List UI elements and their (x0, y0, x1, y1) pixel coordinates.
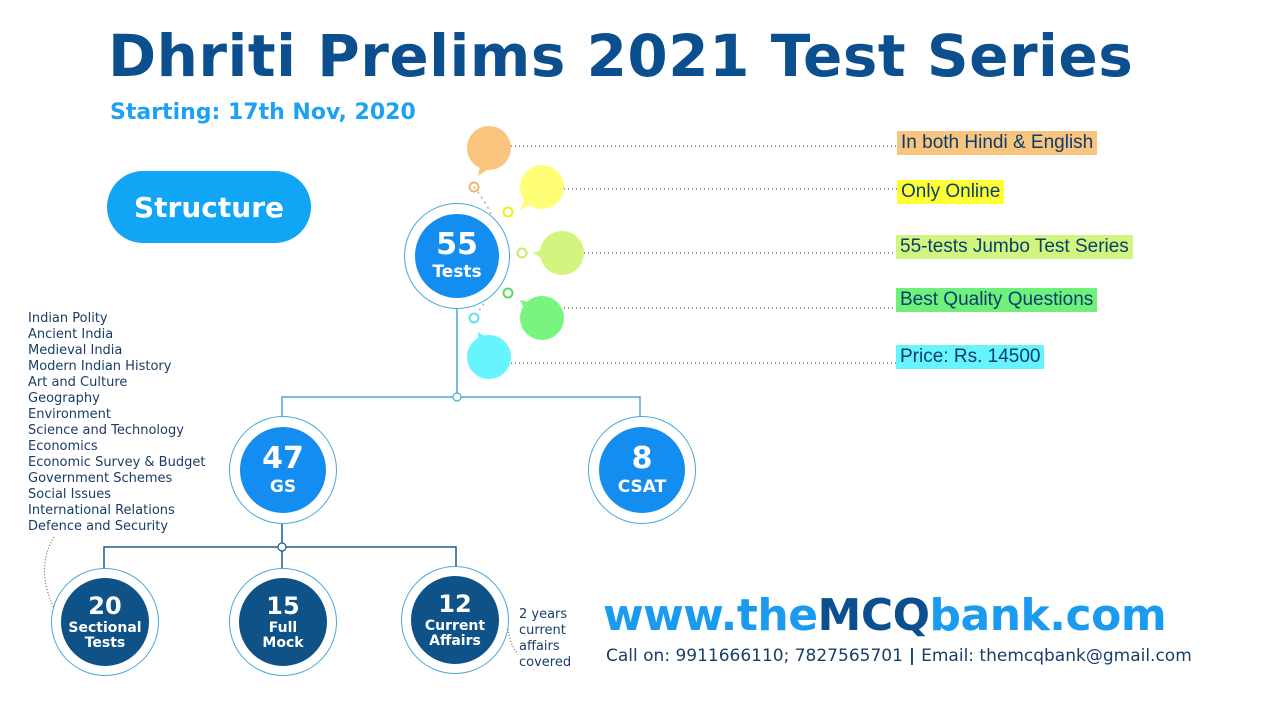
sectional-node: 20 Sectional Tests (61, 578, 149, 666)
current-affairs-count: 12 (438, 589, 472, 618)
csat-node-ring: 8 CSAT (588, 416, 696, 524)
subject-item: Economics (28, 439, 98, 454)
note-line: current (519, 623, 566, 638)
feature-language: In both Hindi & English (897, 131, 1098, 155)
subject-item: Economic Survey & Budget (28, 455, 206, 470)
root-count: 55 (436, 227, 478, 263)
feature-quality: Best Quality Questions (896, 288, 1098, 312)
gs-node-ring: 47 GS (229, 416, 337, 524)
current-affairs-label-2: Affairs (429, 632, 481, 649)
subject-item: Government Schemes (28, 471, 173, 486)
subject-item: Modern Indian History (28, 359, 172, 374)
subject-item: Social Issues (28, 487, 112, 502)
separator: | (908, 646, 916, 666)
sectional-node-ring: 20 Sectional Tests (51, 568, 159, 676)
gs-label: GS (269, 476, 297, 497)
note-line: affairs (519, 639, 560, 654)
root-node-ring: 55 Tests (404, 203, 510, 309)
full-mock-node: 15 Full Mock (239, 578, 327, 666)
page-title: Dhriti Prelims 2021 Test Series (108, 22, 1134, 90)
sectional-count: 20 (88, 591, 122, 620)
subject-item: Indian Polity (28, 311, 108, 326)
gs-count: 47 (262, 440, 304, 476)
email-address: Email: themcqbank@gmail.com (921, 646, 1192, 666)
csat-label: CSAT (617, 476, 667, 497)
csat-node: 8 CSAT (599, 427, 685, 513)
sectional-label-2: Tests (84, 634, 126, 651)
full-mock-label-1: Full (268, 619, 298, 636)
root-label: Tests (432, 262, 482, 283)
subject-item: Medieval India (28, 343, 123, 358)
note-line: 2 years (519, 607, 568, 622)
structure-badge: Structure (107, 171, 311, 243)
subject-item: Defence and Security (28, 519, 169, 534)
gs-node: 47 GS (240, 427, 326, 513)
feature-price: Price: Rs. 14500 (896, 345, 1045, 369)
subject-item: Art and Culture (28, 375, 128, 390)
sectional-label-1: Sectional (68, 619, 142, 636)
subject-item: Science and Technology (28, 423, 184, 438)
phone-numbers: Call on: 9911666110; 7827565701 (606, 646, 903, 666)
current-affairs-node: 12 Current Affairs (411, 576, 499, 664)
feature-online: Only Online (897, 180, 1005, 204)
full-mock-node-ring: 15 Full Mock (229, 568, 337, 676)
subject-item: International Relations (28, 503, 175, 518)
url-suffix: bank.com (929, 590, 1167, 641)
root-node: 55 Tests (415, 214, 499, 298)
current-affairs-label-1: Current (424, 617, 486, 634)
subject-item: Environment (28, 407, 112, 422)
start-date: Starting: 17th Nov, 2020 (110, 100, 416, 125)
gs-subject-list: Indian Polity Ancient India Medieval Ind… (28, 311, 205, 535)
full-mock-count: 15 (266, 591, 300, 620)
current-affairs-node-ring: 12 Current Affairs (401, 566, 509, 674)
full-mock-label-2: Mock (262, 634, 304, 651)
contact-line: Call on: 9911666110; 7827565701 | Email: t… (606, 646, 1192, 666)
current-affairs-note: 2 years current affairs covered (519, 607, 571, 671)
csat-count: 8 (631, 440, 653, 476)
url-prefix: www.the (603, 590, 818, 641)
website-url[interactable]: www.theMCQbank.com (603, 590, 1167, 641)
feature-jumbo: 55-tests Jumbo Test Series (896, 235, 1133, 259)
note-line: covered (519, 655, 572, 670)
subject-item: Ancient India (28, 327, 114, 342)
subject-item: Geography (28, 391, 100, 406)
url-brand: MCQ (817, 590, 930, 641)
